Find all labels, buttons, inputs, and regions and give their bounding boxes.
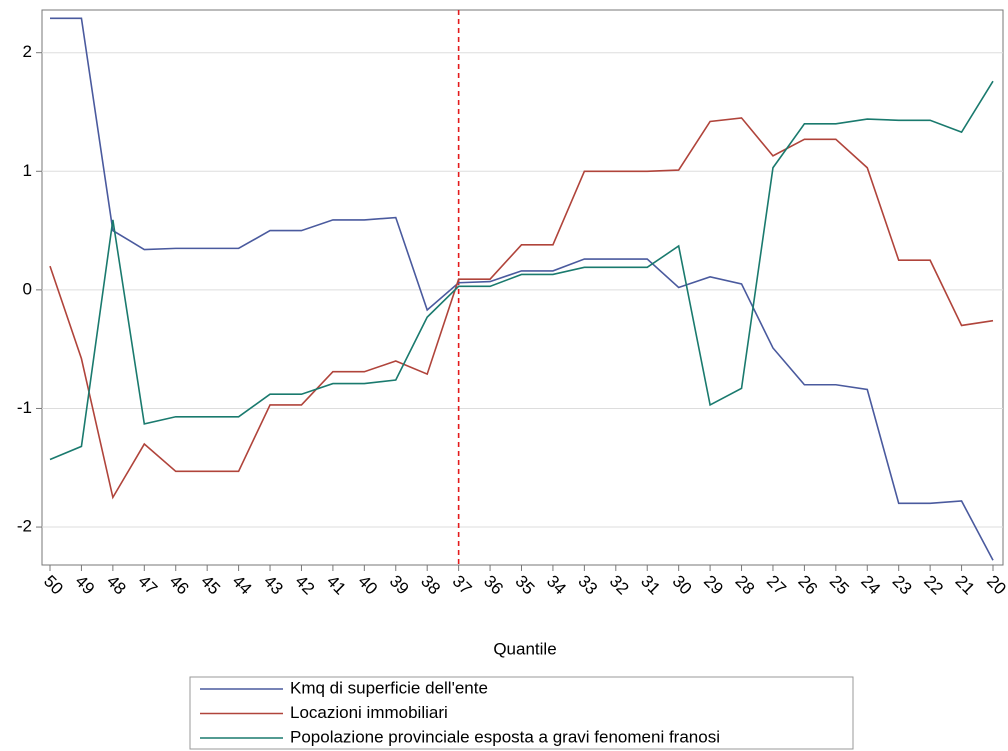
x-tick-label: 33 <box>574 572 601 599</box>
x-tick-label: 44 <box>229 572 256 599</box>
x-tick-label: 31 <box>637 572 664 599</box>
y-tick-label: -1 <box>17 398 32 417</box>
x-tick-label: 22 <box>920 572 947 599</box>
x-tick-label: 49 <box>71 572 98 599</box>
x-tick-label: 35 <box>512 572 539 599</box>
x-tick-label: 25 <box>826 572 853 599</box>
legend-label: Popolazione provinciale esposta a gravi … <box>290 727 720 746</box>
x-tick-label: 28 <box>732 572 759 599</box>
x-tick-label: 42 <box>291 572 318 599</box>
x-tick-label: 32 <box>606 572 633 599</box>
x-tick-label: 29 <box>700 572 727 599</box>
x-tick-label: 46 <box>166 572 193 599</box>
plot-frame <box>41 9 1004 566</box>
series-line <box>50 17 994 561</box>
x-tick-label: 40 <box>354 572 381 599</box>
x-tick-label: 23 <box>889 572 916 599</box>
y-tick-label: 2 <box>23 42 32 61</box>
x-tick-label: 21 <box>952 572 979 599</box>
x-tick-label: 34 <box>543 572 570 599</box>
x-tick-label: 41 <box>323 572 350 599</box>
x-tick-label: 37 <box>449 572 476 599</box>
x-tick-label: 26 <box>794 572 821 599</box>
x-tick-label: 36 <box>480 572 507 599</box>
x-tick-label: 38 <box>417 572 444 599</box>
x-tick-label: 45 <box>197 572 224 599</box>
x-tick-label: 24 <box>857 572 884 599</box>
legend-label: Locazioni immobiliari <box>290 703 448 722</box>
x-tick-label: 20 <box>983 572 1008 599</box>
x-axis-label: Quantile <box>493 639 556 658</box>
x-tick-label: 39 <box>386 572 413 599</box>
series-line <box>49 80 994 461</box>
legend-label: Kmq di superficie dell'ente <box>290 678 488 697</box>
legend-box <box>189 676 854 750</box>
x-tick-label: 43 <box>260 572 287 599</box>
x-tick-label: 30 <box>669 572 696 599</box>
x-tick-label: 27 <box>763 572 790 599</box>
y-tick-label: 0 <box>23 279 32 298</box>
y-tick-label: 1 <box>23 161 32 180</box>
y-tick-label: -2 <box>17 517 32 536</box>
series-line <box>49 117 994 500</box>
x-tick-label: 48 <box>103 572 130 599</box>
x-tick-label: 50 <box>40 572 67 599</box>
x-tick-label: 47 <box>134 572 161 599</box>
